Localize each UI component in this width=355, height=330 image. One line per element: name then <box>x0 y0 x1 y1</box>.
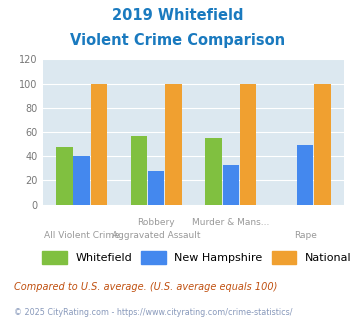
Text: Rape: Rape <box>294 231 317 240</box>
Bar <box>56 147 73 205</box>
Text: All Violent Crime: All Violent Crime <box>44 231 120 240</box>
Bar <box>206 138 222 205</box>
Legend: Whitefield, New Hampshire, National: Whitefield, New Hampshire, National <box>42 251 351 264</box>
Bar <box>223 165 239 205</box>
Bar <box>314 83 331 205</box>
Bar <box>148 171 164 205</box>
Bar <box>240 83 256 205</box>
Bar <box>131 136 147 205</box>
Bar <box>73 156 90 205</box>
Bar <box>297 145 313 205</box>
Text: Murder & Mans...: Murder & Mans... <box>192 218 269 227</box>
Text: Aggravated Assault: Aggravated Assault <box>112 231 201 240</box>
Bar <box>165 83 181 205</box>
Text: Violent Crime Comparison: Violent Crime Comparison <box>70 33 285 48</box>
Text: 2019 Whitefield: 2019 Whitefield <box>112 8 243 23</box>
Text: © 2025 CityRating.com - https://www.cityrating.com/crime-statistics/: © 2025 CityRating.com - https://www.city… <box>14 308 293 317</box>
Bar <box>91 83 107 205</box>
Text: Compared to U.S. average. (U.S. average equals 100): Compared to U.S. average. (U.S. average … <box>14 282 278 292</box>
Text: Robbery: Robbery <box>137 218 175 227</box>
